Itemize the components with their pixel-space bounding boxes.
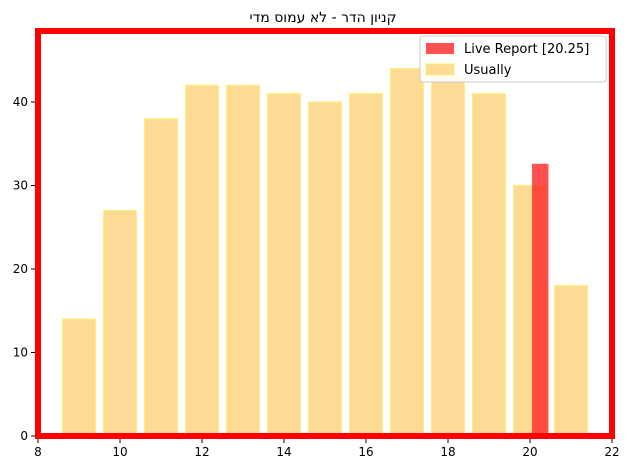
x-tick-label-12: 12 — [194, 445, 209, 459]
legend-label-live: Live Report [20.25] — [464, 42, 589, 57]
x-tick-label-14: 14 — [276, 445, 291, 459]
x-tick-label-8: 8 — [34, 445, 42, 459]
usually-bar-14 — [267, 93, 302, 437]
plot-frame — [35, 28, 615, 439]
y-tick-label-20: 20 — [13, 262, 28, 276]
y-tick-label-0: 0 — [20, 429, 28, 443]
legend-box — [419, 35, 607, 83]
x-tick-label-20: 20 — [522, 445, 537, 459]
x-tick-label-10: 10 — [112, 445, 127, 459]
y-tick-label-30: 30 — [13, 178, 28, 192]
live-report-bar — [532, 163, 549, 436]
x-tick-label-16: 16 — [358, 445, 373, 459]
usually-bar-18 — [431, 76, 466, 437]
usually-bar-19 — [472, 93, 507, 437]
chart-title: קניון הדר - לא עמוס מדי — [249, 10, 396, 26]
usually-bar-17 — [390, 67, 425, 437]
legend-label-usually: Usually — [464, 63, 512, 78]
usually-bar-21 — [553, 285, 588, 437]
y-tick-label-10: 10 — [13, 345, 28, 359]
usually-bar-10 — [102, 209, 137, 437]
bars-layer — [61, 67, 588, 437]
legend-swatch-usually — [425, 63, 455, 76]
legend: Live Report [20.25] Usually — [419, 35, 607, 83]
y-tick-label-40: 40 — [13, 95, 28, 109]
x-tick-label-22: 22 — [604, 445, 619, 459]
legend-swatch-live — [426, 43, 454, 54]
axes-layer: 8 10 12 14 16 18 20 22 0 10 20 30 40 — [13, 28, 620, 459]
usually-bar-13 — [226, 84, 261, 437]
usually-bar-16 — [349, 93, 384, 437]
usually-bar-9 — [61, 318, 96, 437]
x-tick-label-18: 18 — [440, 445, 455, 459]
usually-bar-15 — [308, 101, 343, 437]
usually-bar-12 — [185, 84, 220, 437]
usually-bar-11 — [144, 118, 179, 437]
